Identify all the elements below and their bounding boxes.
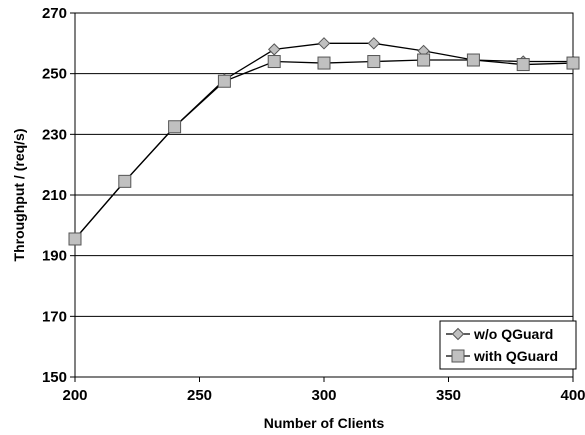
x-tick-label: 400 — [560, 387, 585, 404]
data-point-square — [267, 55, 281, 69]
series-layer — [68, 37, 580, 246]
y-axis-title: Throughput / (req/s) — [11, 129, 27, 262]
y-tick-label: 230 — [42, 126, 67, 143]
y-tick-label: 210 — [42, 187, 67, 204]
x-tick-label: 350 — [436, 387, 461, 404]
data-point-square — [168, 120, 182, 134]
legend-marker-square — [451, 349, 465, 363]
y-tick-label: 250 — [42, 66, 67, 83]
data-point-diamond — [367, 37, 381, 50]
x-tick-label: 300 — [311, 387, 336, 404]
y-tick-label: 170 — [42, 308, 67, 325]
legend: w/o QGuard with QGuard — [439, 320, 577, 370]
data-point-square — [118, 174, 132, 188]
x-tick-label: 250 — [187, 387, 212, 404]
series-with-qguard — [68, 53, 580, 246]
legend-label: w/o QGuard — [473, 326, 553, 342]
data-point-diamond — [317, 37, 331, 50]
y-tick-label: 190 — [42, 248, 67, 265]
data-point-square — [417, 53, 431, 67]
legend-label: with QGuard — [473, 348, 558, 364]
series-line — [74, 59, 574, 240]
data-point-square — [367, 55, 381, 69]
data-point-diamond — [267, 43, 281, 56]
x-tick-label: 200 — [62, 387, 87, 404]
x-axis-title: Number of Clients — [264, 415, 385, 431]
data-point-square — [217, 74, 231, 88]
data-point-square — [516, 58, 530, 72]
legend-marker-diamond — [451, 327, 465, 341]
data-point-square — [466, 53, 480, 67]
ticks-layer: 150 170 190 210 230 250 270 200 250 300 350 400 — [42, 5, 585, 404]
data-point-square — [317, 56, 331, 70]
y-tick-label: 270 — [42, 5, 67, 22]
legend-entries: w/o QGuard with QGuard — [446, 326, 558, 364]
y-tick-label: 150 — [42, 369, 67, 386]
data-point-square — [566, 56, 580, 70]
data-point-square — [68, 232, 82, 246]
series-line — [74, 42, 573, 240]
